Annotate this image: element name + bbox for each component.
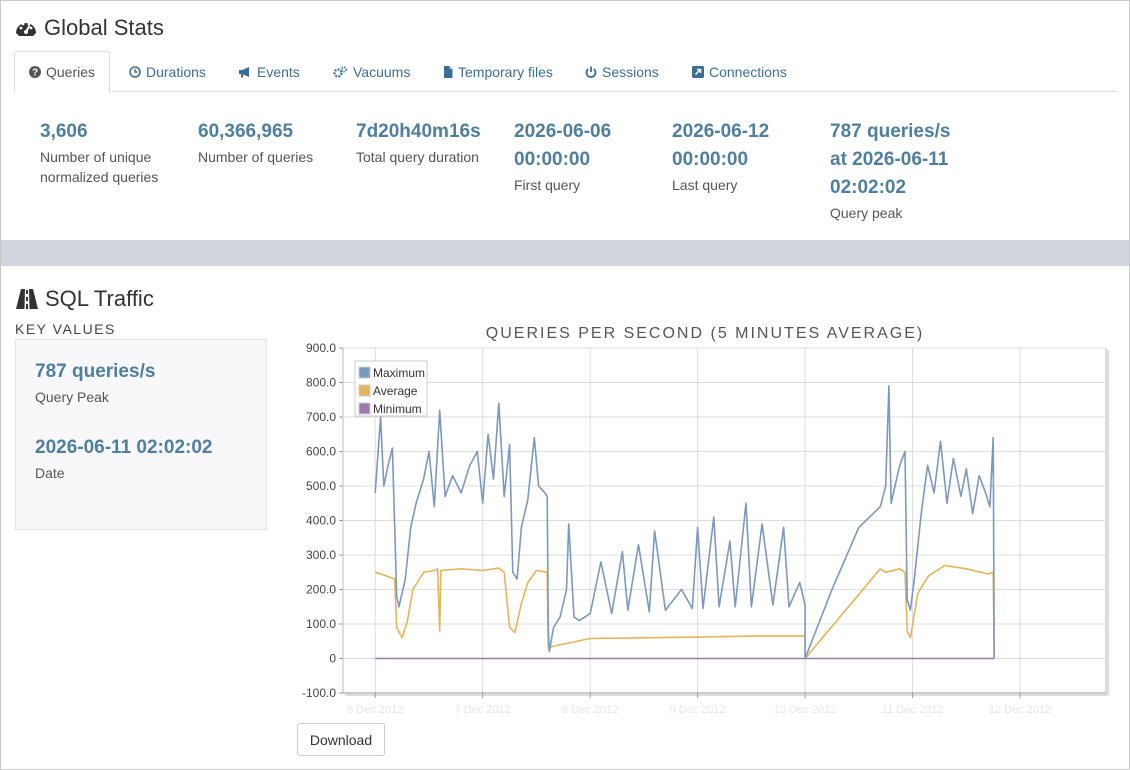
file-icon (443, 65, 453, 78)
tab-durations[interactable]: Durations (115, 51, 220, 92)
bullhorn-icon (238, 66, 252, 78)
x-tick-label: 12 Dec 2012 (989, 704, 1051, 716)
y-tick-label: 500.0 (306, 479, 336, 493)
x-tick-label: 10 Dec 2012 (774, 704, 836, 716)
tab-sessions[interactable]: Sessions (571, 51, 673, 92)
y-tick-label: 900.0 (306, 341, 336, 355)
series-line-maximum (374, 385, 995, 660)
stat-value: 60,366,965 (198, 121, 294, 142)
chart-legend: Maximum Average Minimum (354, 360, 428, 417)
stat-query-peak: 787 queries/s at 2026-06-11 02:02:02 Que… (830, 118, 952, 223)
tab-temporary-files[interactable]: Temporary files (429, 51, 567, 92)
stat-label: Query peak (830, 205, 903, 221)
legend-label-average: Average (373, 384, 418, 398)
stat-label: First query (514, 177, 581, 193)
chart-title: QUERIES PER SECOND (5 MINUTES AVERAGE) (485, 325, 925, 342)
clock-icon (129, 65, 141, 78)
key-value-date: 2026-06-11 02:02:02 (35, 437, 213, 458)
key-value-query-peak: 787 queries/s (35, 361, 156, 382)
dashboard-icon (14, 16, 38, 40)
stat-label: Number of queries (198, 149, 314, 165)
queries-per-second-chart: 900.0 800.0 700.0 600.0 500.0 400.0 300.0 200.0… (302, 341, 1109, 716)
global-stats-title: Global Stats (14, 15, 164, 41)
x-tick-label: 11 Dec 2012 (882, 704, 944, 716)
stat-total-duration: 7d20h40m16s Total query duration (356, 118, 506, 167)
stat-value: 787 queries/s at 2026-06-11 02:02:02 (830, 121, 951, 198)
y-tick-label: 400.0 (306, 514, 336, 528)
y-tick-label: 100.0 (306, 617, 336, 631)
stat-total-queries: 60,366,965 Number of queries (198, 118, 348, 167)
key-label-query-peak: Query Peak (35, 389, 109, 405)
stat-value: 7d20h40m16s (356, 121, 481, 142)
stat-label: Number of unique normalized queries (40, 149, 159, 185)
x-tick-label: 6 Dec 2012 (347, 704, 403, 716)
tab-queries-label: Queries (46, 64, 96, 80)
stat-value: 2026-06-06 00:00:00 (514, 121, 612, 170)
section-divider (1, 240, 1129, 266)
power-icon (585, 66, 597, 78)
stat-label: Last query (672, 177, 738, 193)
stat-unique-queries: 3,606 Number of unique normalized querie… (40, 118, 190, 187)
stats-tabs: ? Queries Durations Events Vacuums Tempo… (14, 51, 1116, 93)
key-values-heading: KEY VALUES (15, 321, 116, 337)
tab-vacuums[interactable]: Vacuums (319, 51, 424, 92)
legend-label-minimum: Minimum (373, 402, 422, 416)
sql-traffic-title-text: SQL Traffic (45, 286, 154, 311)
stat-last-query: 2026-06-12 00:00:00 Last query (672, 118, 822, 195)
chart-series (374, 385, 995, 660)
tab-connections[interactable]: Connections (678, 51, 801, 92)
question-circle-icon: ? (29, 66, 41, 78)
key-values-box: 787 queries/s Query Peak 2026-06-11 02:0… (15, 339, 267, 530)
legend-label-maximum: Maximum (373, 366, 425, 380)
stat-label: Total query duration (356, 149, 479, 165)
legend-swatch-maximum (358, 366, 371, 379)
y-tick-label: 600.0 (306, 445, 336, 459)
road-icon (15, 288, 39, 310)
external-link-icon (692, 65, 704, 78)
y-tick-label: 800.0 (306, 376, 336, 390)
sql-traffic-title: SQL Traffic (15, 286, 154, 312)
y-axis-ticks: 900.0 800.0 700.0 600.0 500.0 400.0 300.0 200.0… (302, 341, 343, 700)
x-tick-label: 8 Dec 2012 (562, 704, 618, 716)
x-tick-label: 9 Dec 2012 (670, 704, 726, 716)
stat-first-query: 2026-06-06 00:00:00 First query (514, 118, 664, 195)
download-button[interactable]: Download (297, 723, 385, 756)
chart-grid (342, 347, 1109, 696)
y-tick-label: 300.0 (306, 548, 336, 562)
stat-value: 3,606 (40, 121, 88, 142)
legend-swatch-minimum (358, 402, 371, 415)
tab-events-label: Events (257, 63, 300, 80)
y-tick-label: 200.0 (306, 583, 336, 597)
tab-sessions-label: Sessions (602, 63, 659, 80)
tab-durations-label: Durations (146, 63, 206, 80)
tab-temporary-files-label: Temporary files (458, 63, 553, 80)
tab-vacuums-label: Vacuums (353, 63, 411, 80)
tab-connections-label: Connections (709, 63, 787, 80)
y-tick-label: 0 (329, 652, 336, 666)
key-label-date: Date (35, 465, 65, 481)
tab-events[interactable]: Events (224, 51, 314, 92)
x-axis-ticks: 6 Dec 2012 7 Dec 2012 8 Dec 2012 9 Dec 2012… (343, 692, 1106, 716)
tab-queries[interactable]: ? Queries (14, 51, 111, 93)
y-tick-label: 700.0 (306, 410, 336, 424)
stat-value: 2026-06-12 00:00:00 (672, 121, 770, 170)
x-tick-label: 7 Dec 2012 (455, 704, 511, 716)
y-tick-label: -100.0 (302, 686, 336, 700)
svg-text:?: ? (32, 68, 38, 79)
global-stats-title-text: Global Stats (44, 15, 164, 40)
gears-icon (333, 65, 348, 78)
legend-swatch-average (358, 384, 371, 397)
